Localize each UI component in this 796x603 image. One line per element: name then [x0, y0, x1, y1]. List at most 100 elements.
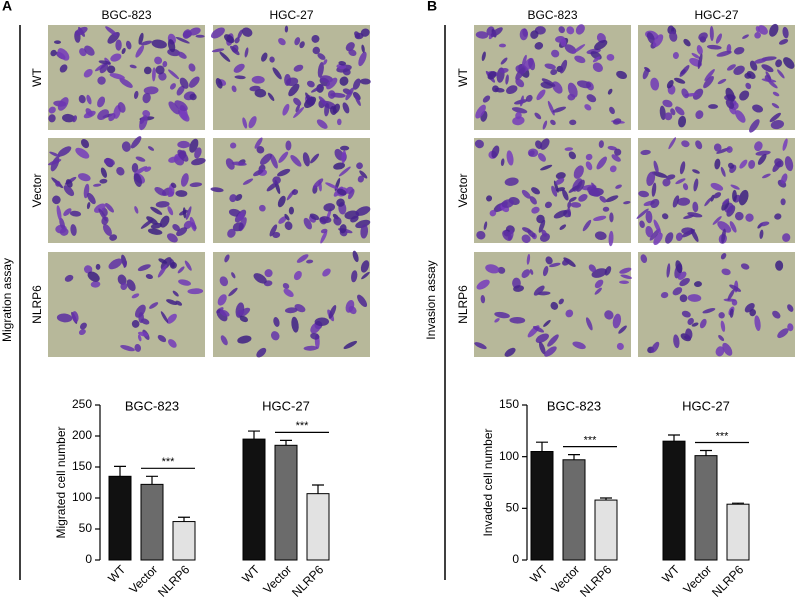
- cell: [189, 27, 201, 36]
- cell: [83, 110, 96, 119]
- cell: [697, 53, 703, 69]
- error-bar: [312, 484, 324, 494]
- cell: [515, 67, 525, 81]
- cell: [93, 183, 102, 187]
- cell: [668, 137, 676, 150]
- cell: [311, 84, 324, 93]
- cell: [717, 78, 727, 85]
- cell: [339, 224, 347, 234]
- cell: [63, 185, 75, 197]
- bar: [530, 451, 554, 561]
- cell: [500, 57, 508, 65]
- bar: [694, 455, 718, 561]
- cell: [681, 140, 690, 148]
- cell: [135, 45, 145, 58]
- cell: [727, 289, 735, 301]
- cell: [47, 159, 62, 166]
- cell: [749, 119, 760, 133]
- cell: [616, 70, 628, 80]
- cell: [587, 186, 601, 197]
- significance-label: ***: [584, 435, 598, 447]
- cell: [717, 221, 732, 233]
- side-label: Invasion assay: [424, 260, 438, 339]
- cell: [704, 197, 712, 207]
- cell: [474, 342, 487, 350]
- cell: [232, 222, 244, 232]
- cell: [336, 118, 342, 126]
- cell: [98, 208, 108, 222]
- cell: [87, 271, 100, 282]
- cell: [672, 52, 679, 59]
- row-label: NLRP6: [456, 285, 470, 324]
- cell: [259, 204, 266, 212]
- cell: [97, 109, 109, 121]
- cell: [251, 75, 265, 84]
- cell: [678, 115, 687, 128]
- cell: [152, 67, 156, 82]
- cell: [774, 213, 782, 220]
- cell: [147, 146, 155, 151]
- cell: [291, 316, 299, 333]
- cell: [284, 74, 291, 86]
- cell: [783, 57, 795, 69]
- cell: [86, 94, 92, 105]
- cell: [501, 199, 514, 208]
- cell: [778, 39, 789, 45]
- cell: [545, 256, 553, 265]
- cell: [56, 205, 62, 221]
- cell: [162, 61, 168, 68]
- cell: [682, 183, 689, 191]
- cell: [716, 50, 732, 57]
- cell: [726, 64, 736, 71]
- cell: [715, 33, 723, 44]
- cell: [248, 116, 257, 129]
- cell: [606, 53, 615, 61]
- cell: [555, 172, 566, 180]
- cell: [361, 44, 365, 53]
- y-axis-label: Migrated cell number: [54, 426, 68, 538]
- cell: [319, 216, 332, 224]
- cell: [49, 151, 61, 158]
- cell: [354, 31, 361, 39]
- cell: [569, 119, 577, 126]
- cell: [530, 30, 539, 39]
- cell: [596, 156, 607, 170]
- y-tick-label: 150: [499, 397, 519, 411]
- cell: [754, 32, 761, 39]
- cell: [474, 139, 484, 149]
- cell: [309, 213, 320, 221]
- cell: [710, 182, 724, 191]
- cell: [338, 166, 351, 177]
- cell: [544, 201, 552, 209]
- panel-label: B: [427, 0, 437, 14]
- cell: [310, 332, 320, 340]
- cell: [62, 113, 75, 123]
- significance-label: ***: [716, 430, 730, 442]
- cell: [229, 194, 237, 203]
- cell: [188, 63, 196, 72]
- cell: [525, 94, 533, 102]
- cell: [475, 104, 486, 119]
- cell: [725, 87, 735, 102]
- cell: [555, 187, 566, 192]
- cell: [355, 206, 371, 216]
- cell: [288, 206, 295, 215]
- cell: [607, 145, 617, 151]
- cell: [137, 334, 142, 342]
- cell: [558, 26, 565, 34]
- cell: [675, 260, 683, 274]
- cell: [513, 285, 525, 292]
- cell: [167, 206, 174, 216]
- bar: [726, 503, 750, 561]
- cell: [174, 100, 188, 112]
- cell: [57, 146, 72, 157]
- cell: [754, 58, 767, 64]
- cell: [242, 178, 254, 185]
- cell: [138, 312, 144, 324]
- cell: [598, 140, 604, 148]
- cell: [734, 110, 746, 123]
- cell: [662, 178, 671, 187]
- cell: [772, 91, 780, 97]
- cell: [754, 315, 761, 332]
- cell: [172, 290, 179, 297]
